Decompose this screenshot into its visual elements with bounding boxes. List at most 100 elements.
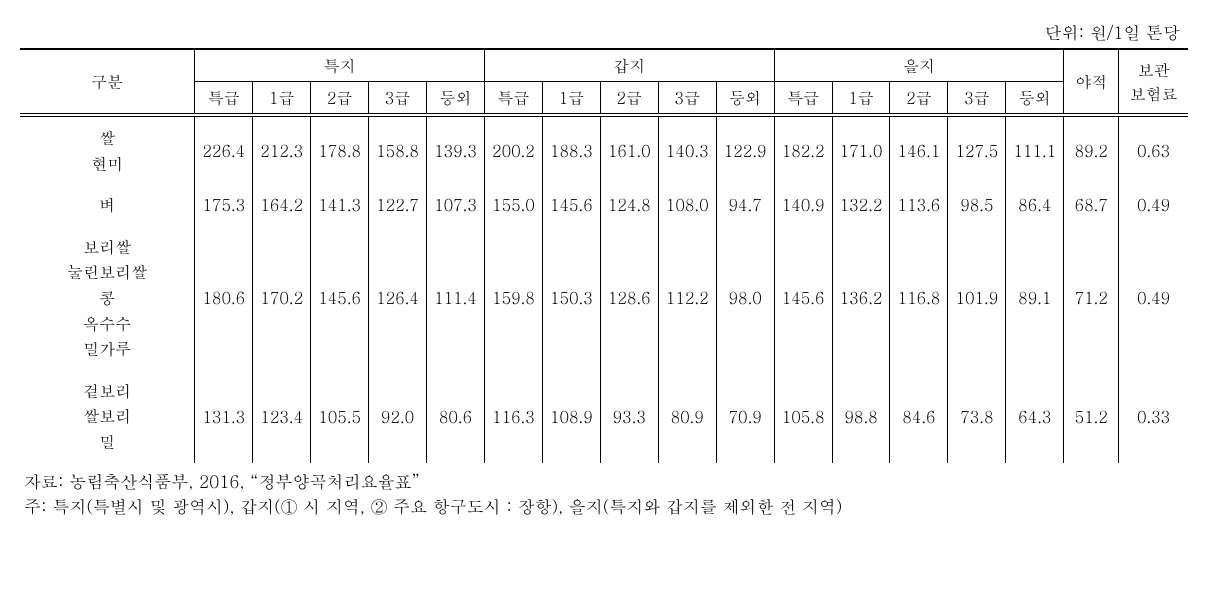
- sub-eulji-2: 1급: [832, 82, 890, 114]
- cell-value: 73.8: [948, 370, 1006, 463]
- sub-teukji-2: 1급: [253, 82, 311, 114]
- row-category: 겉보리쌀보리밀: [20, 370, 195, 463]
- row-category-line: 눌린보리쌀: [22, 259, 192, 285]
- cell-value: 116.3: [484, 370, 542, 463]
- sub-gapji-2: 1급: [542, 82, 600, 114]
- cell-value: 164.2: [253, 184, 311, 226]
- row-category-line: 벼: [22, 192, 192, 218]
- cell-value: 145.6: [542, 184, 600, 226]
- sub-eulji-4: 3급: [948, 82, 1006, 114]
- unit-label: 단위: 원/1일 톤당: [20, 20, 1188, 44]
- cell-value: 111.4: [427, 226, 485, 370]
- cell-value: 108.9: [542, 370, 600, 463]
- cell-yajeok: 51.2: [1064, 370, 1119, 463]
- sub-gapji-5: 등외: [716, 82, 774, 114]
- col-category: 구분: [20, 49, 195, 114]
- cell-bogwan: 0.49: [1119, 184, 1188, 226]
- row-category: 쌀현미: [20, 117, 195, 184]
- cell-value: 98.5: [948, 184, 1006, 226]
- cell-value: 140.9: [774, 184, 832, 226]
- cell-value: 80.6: [427, 370, 485, 463]
- cell-value: 111.1: [1006, 117, 1064, 184]
- sub-teukji-3: 2급: [311, 82, 369, 114]
- footnotes: 자료: 농림축산식품부, 2016, “정부양곡처리요율표” 주: 특지(특별시…: [20, 469, 1188, 520]
- cell-value: 180.6: [195, 226, 253, 370]
- cell-value: 226.4: [195, 117, 253, 184]
- cell-value: 200.2: [484, 117, 542, 184]
- cell-value: 188.3: [542, 117, 600, 184]
- cell-value: 124.8: [600, 184, 658, 226]
- cell-value: 212.3: [253, 117, 311, 184]
- cell-yajeok: 89.2: [1064, 117, 1119, 184]
- row-category-line: 옥수수: [22, 311, 192, 337]
- cell-value: 131.3: [195, 370, 253, 463]
- cell-value: 175.3: [195, 184, 253, 226]
- col-bogwan-line1: 보관: [1121, 58, 1186, 82]
- cell-value: 159.8: [484, 226, 542, 370]
- cell-value: 98.8: [832, 370, 890, 463]
- cell-value: 145.6: [311, 226, 369, 370]
- cell-value: 141.3: [311, 184, 369, 226]
- footnote-source: 자료: 농림축산식품부, 2016, “정부양곡처리요율표”: [24, 469, 1188, 495]
- cell-value: 139.3: [427, 117, 485, 184]
- cell-value: 150.3: [542, 226, 600, 370]
- cell-value: 70.9: [716, 370, 774, 463]
- cell-value: 107.3: [427, 184, 485, 226]
- sub-gapji-3: 2급: [600, 82, 658, 114]
- row-category: 보리쌀눌린보리쌀콩옥수수밀가루: [20, 226, 195, 370]
- cell-value: 182.2: [774, 117, 832, 184]
- cell-value: 140.3: [658, 117, 716, 184]
- cell-value: 122.9: [716, 117, 774, 184]
- cell-bogwan: 0.49: [1119, 226, 1188, 370]
- cell-value: 108.0: [658, 184, 716, 226]
- cell-value: 112.2: [658, 226, 716, 370]
- cell-value: 128.6: [600, 226, 658, 370]
- cell-bogwan: 0.63: [1119, 117, 1188, 184]
- sub-gapji-1: 특급: [484, 82, 542, 114]
- table-row: 쌀현미226.4212.3178.8158.8139.3200.2188.316…: [20, 117, 1188, 184]
- cell-value: 86.4: [1006, 184, 1064, 226]
- cell-value: 101.9: [948, 226, 1006, 370]
- cell-value: 92.0: [369, 370, 427, 463]
- cell-value: 155.0: [484, 184, 542, 226]
- cell-value: 64.3: [1006, 370, 1064, 463]
- sub-teukji-4: 3급: [369, 82, 427, 114]
- col-yajeok: 야적: [1064, 49, 1119, 114]
- cell-value: 113.6: [890, 184, 948, 226]
- sub-eulji-1: 특급: [774, 82, 832, 114]
- sub-teukji-1: 특급: [195, 82, 253, 114]
- cell-value: 122.7: [369, 184, 427, 226]
- cell-value: 127.5: [948, 117, 1006, 184]
- cell-value: 93.3: [600, 370, 658, 463]
- col-group-teukji: 특지: [195, 49, 485, 82]
- table-row: 보리쌀눌린보리쌀콩옥수수밀가루180.6170.2145.6126.4111.4…: [20, 226, 1188, 370]
- cell-value: 146.1: [890, 117, 948, 184]
- cell-value: 171.0: [832, 117, 890, 184]
- sub-eulji-5: 등외: [1006, 82, 1064, 114]
- cell-value: 89.1: [1006, 226, 1064, 370]
- cell-value: 116.8: [890, 226, 948, 370]
- row-category-line: 현미: [22, 151, 192, 177]
- cell-value: 161.0: [600, 117, 658, 184]
- row-category-line: 밀: [22, 429, 192, 455]
- table-row: 벼175.3164.2141.3122.7107.3155.0145.6124.…: [20, 184, 1188, 226]
- row-category-line: 쌀: [22, 125, 192, 151]
- cell-value: 178.8: [311, 117, 369, 184]
- cell-value: 105.5: [311, 370, 369, 463]
- cell-value: 132.2: [832, 184, 890, 226]
- cell-value: 145.6: [774, 226, 832, 370]
- row-category: 벼: [20, 184, 195, 226]
- cell-value: 136.2: [832, 226, 890, 370]
- col-group-gapji: 갑지: [484, 49, 774, 82]
- footnote-note: 주: 특지(특별시 및 광역시), 갑지(① 시 지역, ② 주요 항구도시 :…: [24, 494, 1188, 520]
- cell-value: 94.7: [716, 184, 774, 226]
- table-row: 겉보리쌀보리밀131.3123.4105.592.080.6116.3108.9…: [20, 370, 1188, 463]
- sub-teukji-5: 등외: [427, 82, 485, 114]
- row-category-line: 쌀보리: [22, 403, 192, 429]
- cell-value: 105.8: [774, 370, 832, 463]
- sub-gapji-4: 3급: [658, 82, 716, 114]
- cell-value: 80.9: [658, 370, 716, 463]
- col-bogwan-line2: 보험료: [1121, 82, 1186, 106]
- row-category-line: 보리쌀: [22, 234, 192, 260]
- cell-value: 98.0: [716, 226, 774, 370]
